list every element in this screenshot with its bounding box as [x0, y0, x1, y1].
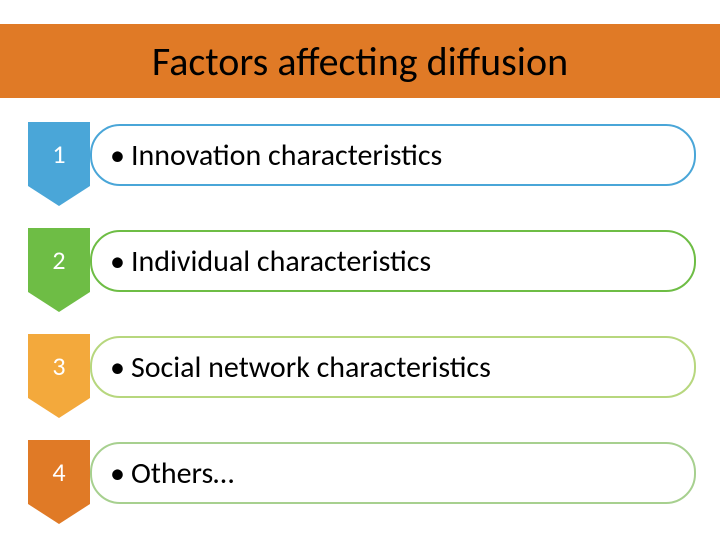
item-number: 2: [52, 244, 65, 276]
number-tab-body: 3: [28, 334, 90, 398]
number-tab-body: 4: [28, 440, 90, 504]
number-tab-point: [28, 186, 90, 206]
number-tab-point: [28, 504, 90, 524]
factor-list: 1 •Innovation characteristics 2 •Individ…: [28, 122, 698, 546]
item-pill: •Social network characteristics: [90, 336, 696, 398]
number-tab-body: 2: [28, 228, 90, 292]
item-pill: •Innovation characteristics: [90, 124, 696, 186]
number-tab-point: [28, 398, 90, 418]
item-label: •Individual characteristics: [110, 243, 431, 280]
number-tab-point: [28, 292, 90, 312]
item-label: •Innovation characteristics: [110, 137, 442, 174]
page-title: Factors affecting diffusion: [152, 37, 568, 86]
list-item: 2 •Individual characteristics: [28, 228, 698, 312]
title-bar: Factors affecting diffusion: [0, 24, 720, 98]
list-item: 1 •Innovation characteristics: [28, 122, 698, 206]
item-label-text: Innovation characteristics: [131, 137, 442, 174]
item-label-text: Social network characteristics: [131, 349, 491, 386]
number-tab: 3: [28, 334, 90, 418]
item-label-text: Individual characteristics: [131, 243, 431, 280]
list-item: 4 •Others…: [28, 440, 698, 524]
item-pill: •Others…: [90, 442, 696, 504]
bullet-icon: •: [110, 243, 125, 280]
bullet-icon: •: [110, 349, 125, 386]
number-tab: 1: [28, 122, 90, 206]
bullet-icon: •: [110, 455, 125, 492]
number-tab: 4: [28, 440, 90, 524]
item-number: 4: [52, 456, 65, 488]
list-item: 3 •Social network characteristics: [28, 334, 698, 418]
item-pill: •Individual characteristics: [90, 230, 696, 292]
item-label: •Social network characteristics: [110, 349, 491, 386]
item-number: 3: [52, 350, 65, 382]
item-number: 1: [52, 138, 65, 170]
bullet-icon: •: [110, 137, 125, 174]
number-tab: 2: [28, 228, 90, 312]
item-label-text: Others…: [131, 455, 234, 492]
number-tab-body: 1: [28, 122, 90, 186]
item-label: •Others…: [110, 455, 234, 492]
